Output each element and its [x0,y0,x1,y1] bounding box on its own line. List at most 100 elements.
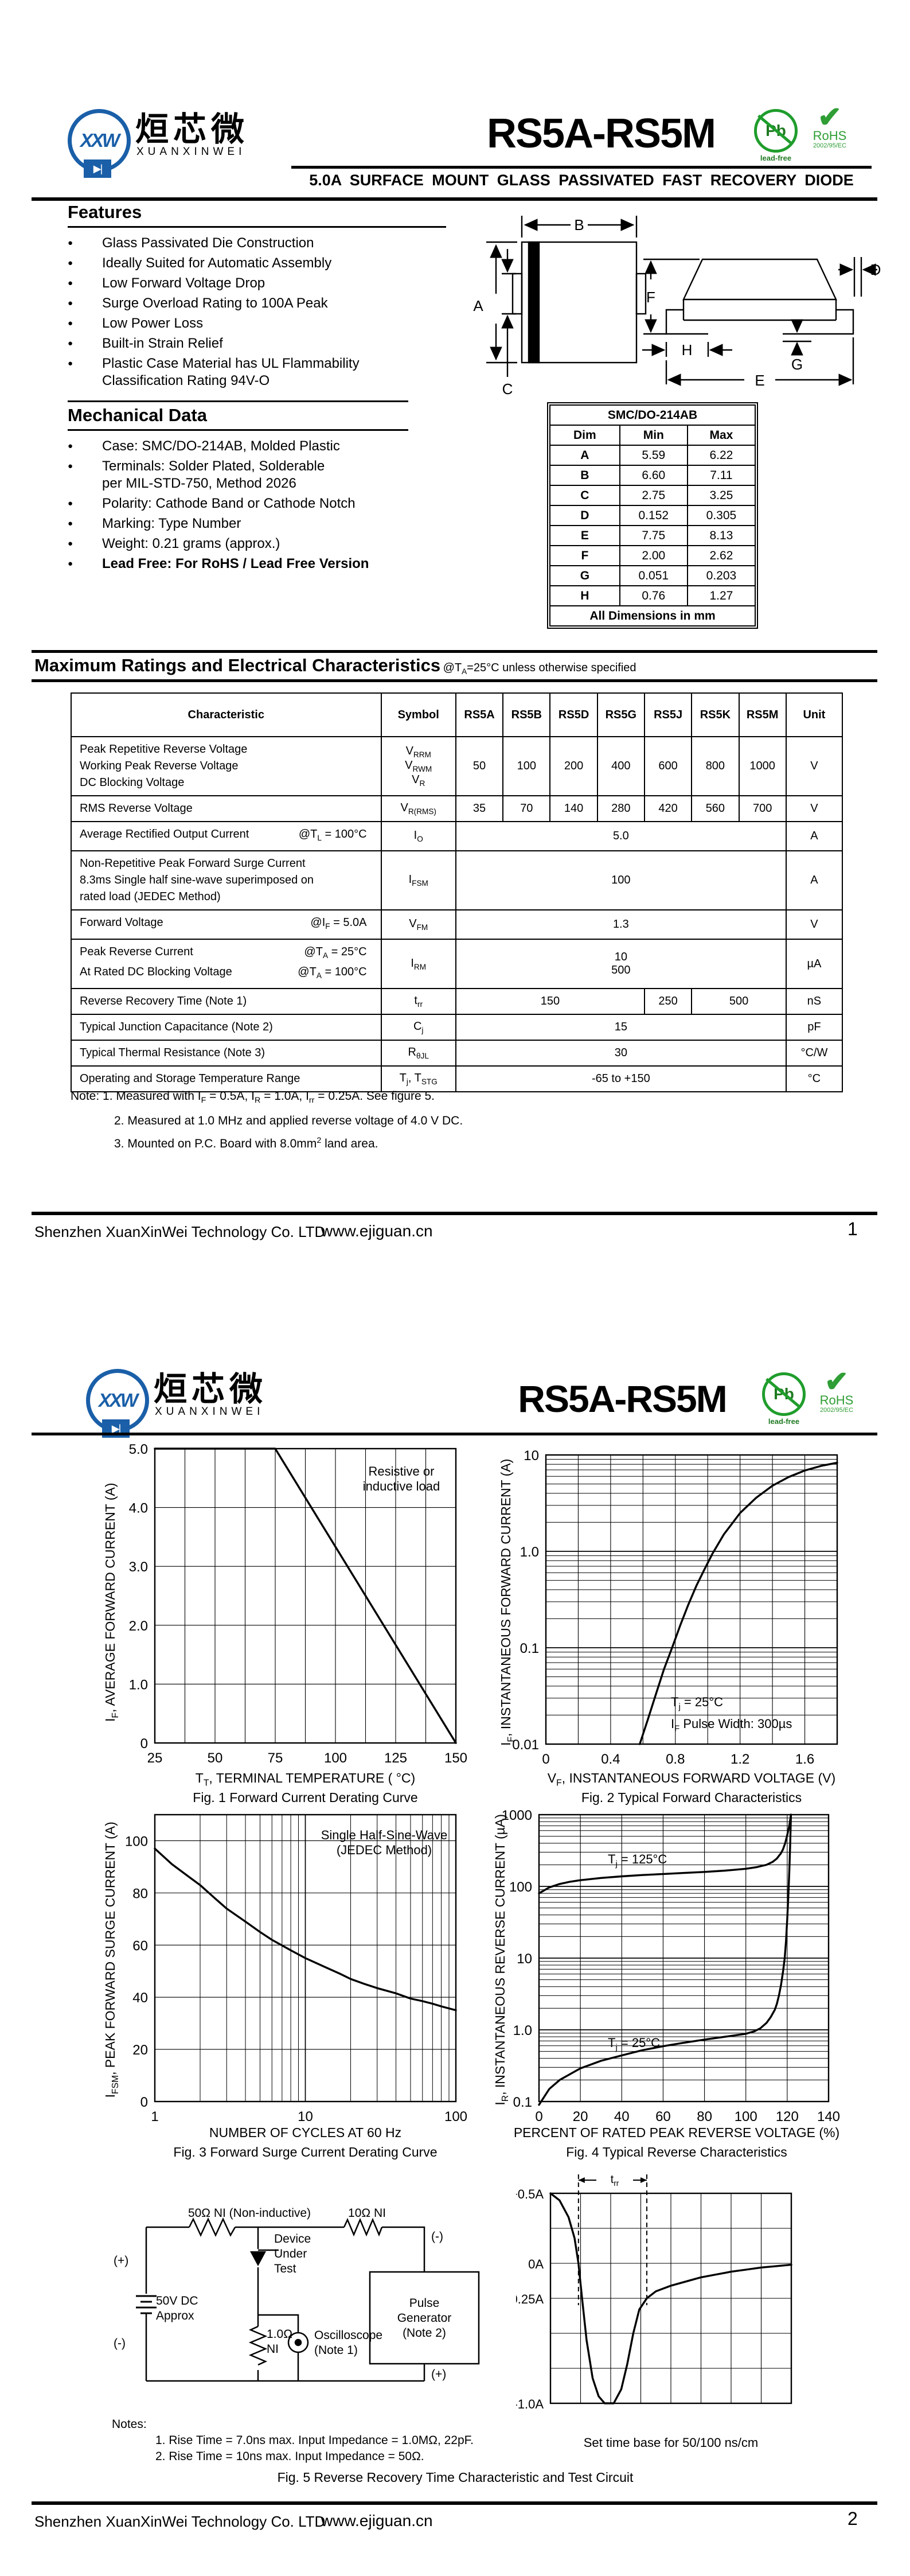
ratings-row: Non-Repetitive Peak Forward Surge Curren… [71,850,843,910]
package-top-view [486,216,647,377]
brand-logo-2: XXW ▶| 烜芯微 XUANXINWEI [86,1364,275,1450]
dim-cell-name: D [549,505,620,526]
x-tick-label: 20 [573,2109,588,2124]
mechanical-item: ● Terminals: Solder Plated, Solderable per… [68,458,435,492]
bullet-icon: ● [68,499,73,508]
fig5-caption: Fig. 5 Reverse Recovery Time Characteris… [277,2470,634,2485]
brand-logo: XXW ▶| 烜芯微 XUANXINWEI [68,104,257,190]
y-tick-label: 0.01 [512,1737,539,1753]
dim-col-max: Max [686,425,756,446]
mechanical-heading: Mechanical Data [68,405,207,425]
note-line: 2. Rise Time = 10ns max. Input Impedance… [155,2450,424,2463]
dim-table-row: A 5.59 6.22 [549,445,756,466]
logo-xxw-2: XXW [98,1390,138,1411]
ratings-value: 10 500 [455,939,787,989]
website-link[interactable]: www.ejiguan.cn [321,1222,433,1240]
dim-table-row: D 0.152 0.305 [549,505,756,526]
page2-title: RS5A-RS5M [518,1378,727,1420]
dim-cell-min: 6.60 [619,465,688,486]
ratings-characteristic: Peak Reverse Current @TA = 25°C At Rated D… [71,939,382,989]
fig5-test-circuit [136,2217,480,2382]
circuit-dut-label: Device Under Test [274,2232,311,2275]
bullet-icon: ● [68,519,73,528]
bullet-icon: ● [68,359,73,368]
ratings-bottom-rule [32,679,877,682]
ratings-header-row: Characteristic Symbol RS5A RS5B RS5D RS5G RS5J… [71,692,843,737]
rohs-directive-2: 2002/95/EC [819,1407,854,1414]
logo-xxw: XXW [80,130,120,151]
fig2-caption: Fig. 2 Typical Forward Characteristics [581,1790,802,1805]
fig3-xlabel: NUMBER OF CYCLES AT 60 Hz [209,2125,402,2140]
dim-cell-min: 2.00 [619,545,688,566]
chart-curve-irr [549,2192,792,2404]
dimensions-table: SMC/DO-214AB Dim Min Max A 5.59 6.22 B 6.60 7… [547,402,758,629]
dim-label-D: D [870,261,881,278]
pb-free-icon: Pb [754,109,798,153]
ratings-symbol: VRRM VRWM VR [380,736,456,796]
ratings-row: Average Rectified Output Current @TL = 10… [71,821,843,851]
dim-cell-max: 8.13 [686,525,756,546]
bullet-icon: ● [68,441,73,451]
x-tick-label: 75 [268,1750,283,1766]
website-link-2[interactable]: www.ejiguan.cn [321,2512,433,2530]
page-number-2: 2 [847,2508,858,2529]
fig1-chart: 25 50 75 100 125 150 5.0 4.0 3.0 2.0 1.0 0 [129,1442,467,1766]
dim-table-row: G 0.051 0.203 [549,565,756,586]
dut-diode-icon [250,2251,266,2266]
ratings-symbol: IRM [380,939,456,989]
dim-cell-max: 7.11 [686,465,756,486]
ratings-value: 800 [691,736,740,796]
ratings-symbol: IO [380,821,456,851]
feature-item: ● Plastic Case Material has UL Flammabili… [68,355,458,390]
x-tick-label: 125 [384,1750,407,1766]
y-tick-label: 100 [125,1834,148,1849]
y-tick-label: 0A [528,2257,544,2271]
note-line: Note: 1. Measured with IF = 0.5A, IR = 1… [71,1089,435,1106]
ratings-value: 400 [596,736,645,796]
dim-table-row: B 6.60 7.11 [549,465,756,486]
header-rule [32,197,877,201]
y-tick-label: 100 [509,1880,532,1895]
ratings-header-cell: RS5D [549,692,598,737]
bullet-icon: ● [68,461,73,471]
x-tick-label: 150 [444,1750,467,1766]
features-heading: Features [68,202,142,222]
dim-cell-min: 0.152 [619,505,688,526]
ratings-value: 140 [549,795,598,822]
item-text: Case: SMC/DO-214AB, Molded Plastic [102,438,340,454]
pb-free-badge: Pb lead-free [752,109,799,162]
fig3-ylabel: IFSM, PEAK FORWARD SURGE CURRENT (A) [103,1822,120,2098]
rohs-check-icon-2: ✔ [825,1365,849,1398]
ratings-header-cell: Characteristic [71,692,382,737]
circuit-pg-plus: (+) [431,2368,447,2381]
circuit-r3-label: 1.0Ω NI [267,2328,292,2356]
x-tick-label: 1 [151,2109,158,2124]
rohs-check-icon: ✔ [818,101,842,133]
circuit-pg-minus: (-) [431,2230,443,2243]
title-rule [291,166,872,169]
dim-table-title: SMC/DO-214AB [549,404,756,426]
logo-english-name-2: XUANXINWEI [155,1406,264,1418]
note-line: Notes: [112,2418,147,2431]
circuit-wires [136,2217,480,2382]
fig4-caption: Fig. 4 Typical Reverse Characteristics [566,2145,787,2159]
chart-frame [538,1814,830,2103]
dim-cell-max: 2.62 [686,545,756,566]
x-tick-label: 120 [776,2109,799,2124]
dim-cell-name: F [549,545,620,566]
fig2-ylabel: IF, INSTANTANEOUS FORWARD CURRENT (A) [498,1458,516,1746]
ratings-value: 5.0 [455,821,787,851]
diode-glyph: ▶| [93,162,103,174]
dim-cell-name: G [549,565,620,586]
dim-label-H: H [682,341,693,359]
ratings-row: Reverse Recovery Time (Note 1) trr 150 250 5… [71,988,843,1015]
ratings-symbol: RθJL [380,1040,456,1067]
ratings-value: 70 [502,795,551,822]
fig4-annotation-125c: Tj = 125°C [608,1852,667,1869]
ratings-characteristic: Forward Voltage @IF = 5.0A [71,909,382,940]
ratings-value: 560 [691,795,740,822]
ratings-unit: µA [785,939,843,989]
x-tick-label: 140 [817,2109,840,2124]
chart-curve-derating [154,1447,457,1744]
rohs-label-2: RoHS [819,1393,854,1407]
